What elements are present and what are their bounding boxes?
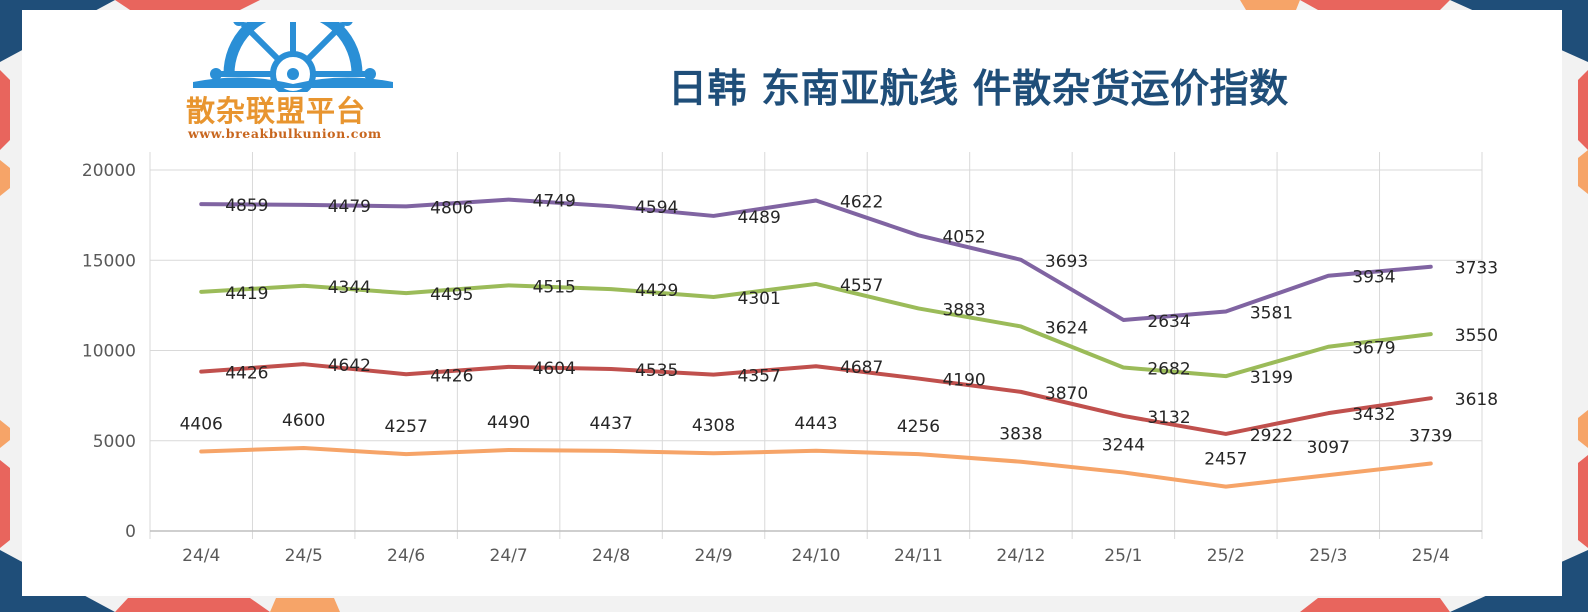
data-label: 4426 bbox=[225, 364, 268, 384]
data-label: 4642 bbox=[328, 356, 371, 376]
data-label: 4594 bbox=[635, 198, 678, 218]
data-label: 3739 bbox=[1409, 427, 1452, 447]
series-line-1 bbox=[199, 445, 1433, 489]
data-label: 4557 bbox=[840, 276, 883, 296]
series-line-3 bbox=[199, 281, 1433, 379]
x-tick-label: 24/6 bbox=[387, 546, 425, 566]
data-label: 3883 bbox=[942, 300, 985, 320]
edge-left-red-2 bbox=[0, 460, 10, 548]
corner-bottom-left-red bbox=[115, 598, 270, 612]
edge-left-red bbox=[0, 70, 10, 150]
corner-bottom-left-orange bbox=[270, 598, 340, 612]
logo-brand-name: 散杂联盟平台 bbox=[186, 94, 367, 128]
data-label: 4495 bbox=[430, 285, 473, 305]
corner-top-right-red bbox=[1300, 0, 1450, 10]
data-label: 4604 bbox=[533, 359, 576, 379]
chart-title: 日韩 东南亚航线 件散杂货运价指数 bbox=[668, 67, 1289, 112]
series-line-4 bbox=[199, 197, 1433, 322]
data-label: 3679 bbox=[1352, 339, 1395, 359]
x-tick-label: 24/12 bbox=[996, 546, 1045, 566]
data-label: 3199 bbox=[1250, 368, 1293, 388]
edge-left-orange bbox=[0, 160, 10, 196]
data-label: 3432 bbox=[1352, 405, 1395, 425]
x-tick-label: 25/3 bbox=[1309, 546, 1347, 566]
data-label: 3624 bbox=[1045, 318, 1088, 338]
data-label: 4344 bbox=[328, 278, 371, 298]
logo-url: www.breakbulkunion.com bbox=[188, 126, 382, 141]
data-label: 3838 bbox=[999, 425, 1042, 445]
series-line-2 bbox=[199, 362, 1433, 436]
data-label: 4406 bbox=[180, 414, 223, 434]
data-label: 3097 bbox=[1307, 438, 1350, 458]
data-label: 3870 bbox=[1045, 384, 1088, 404]
y-tick-label: 10000 bbox=[82, 342, 136, 362]
edge-right-orange bbox=[1578, 150, 1588, 194]
x-tick-label: 25/2 bbox=[1207, 546, 1245, 566]
data-label: 3132 bbox=[1147, 408, 1190, 428]
corner-top-right-orange bbox=[1240, 0, 1300, 10]
data-label: 4687 bbox=[840, 358, 883, 378]
data-label: 4535 bbox=[635, 361, 678, 381]
data-label: 3581 bbox=[1250, 304, 1293, 324]
data-label: 4426 bbox=[430, 366, 473, 386]
data-label: 4419 bbox=[225, 284, 268, 304]
data-label: 4859 bbox=[225, 196, 268, 216]
x-tick-label: 24/8 bbox=[592, 546, 630, 566]
data-label: 3550 bbox=[1455, 326, 1498, 346]
data-label: 4490 bbox=[487, 413, 530, 433]
data-label: 4489 bbox=[738, 208, 781, 228]
data-label: 4190 bbox=[942, 371, 985, 391]
data-label: 4257 bbox=[385, 417, 428, 437]
data-label: 4749 bbox=[533, 192, 576, 212]
data-label: 4256 bbox=[897, 417, 940, 437]
data-label: 2457 bbox=[1204, 450, 1247, 470]
y-tick-label: 20000 bbox=[82, 161, 136, 181]
edge-left-orange-2 bbox=[0, 420, 10, 448]
data-label: 4600 bbox=[282, 411, 325, 431]
x-tick-label: 24/4 bbox=[182, 546, 220, 566]
data-label: 3934 bbox=[1352, 268, 1395, 288]
data-label: 4515 bbox=[533, 277, 576, 297]
data-label: 4308 bbox=[692, 416, 735, 436]
edge-right-red-2 bbox=[1578, 455, 1588, 548]
y-tick-label: 5000 bbox=[93, 432, 136, 452]
x-tick-label: 25/1 bbox=[1104, 546, 1142, 566]
data-label: 4437 bbox=[589, 414, 632, 434]
data-label: 2922 bbox=[1250, 426, 1293, 446]
x-tick-label: 24/11 bbox=[894, 546, 943, 566]
data-label: 3618 bbox=[1455, 390, 1498, 410]
data-label: 3733 bbox=[1455, 259, 1498, 279]
edge-right-orange-2 bbox=[1578, 410, 1588, 448]
data-label: 4479 bbox=[328, 197, 371, 217]
corner-top-left-red bbox=[115, 0, 260, 10]
data-label: 4806 bbox=[430, 198, 473, 218]
y-tick-label: 0 bbox=[125, 522, 136, 542]
x-tick-label: 24/10 bbox=[792, 546, 841, 566]
x-tick-label: 24/9 bbox=[694, 546, 732, 566]
edge-right-red bbox=[1578, 70, 1588, 150]
data-label: 4301 bbox=[738, 289, 781, 309]
chart-panel bbox=[22, 10, 1562, 596]
x-tick-label: 25/4 bbox=[1412, 546, 1450, 566]
data-label: 4443 bbox=[794, 414, 837, 434]
data-label: 4357 bbox=[738, 367, 781, 387]
data-label: 4429 bbox=[635, 281, 678, 301]
ships-wheel-icon bbox=[193, 22, 393, 92]
brand-logo: 散杂联盟平台 www.breakbulkunion.com bbox=[186, 22, 406, 146]
data-label: 4622 bbox=[840, 193, 883, 213]
x-tick-label: 24/7 bbox=[490, 546, 528, 566]
data-label: 2634 bbox=[1147, 312, 1190, 332]
y-tick-label: 15000 bbox=[82, 251, 136, 271]
data-label: 2682 bbox=[1147, 360, 1190, 380]
data-label: 3244 bbox=[1102, 435, 1145, 455]
data-label: 3693 bbox=[1045, 252, 1088, 272]
data-label: 4052 bbox=[942, 227, 985, 247]
x-tick-label: 24/5 bbox=[285, 546, 323, 566]
corner-bottom-right-red bbox=[1300, 598, 1450, 612]
